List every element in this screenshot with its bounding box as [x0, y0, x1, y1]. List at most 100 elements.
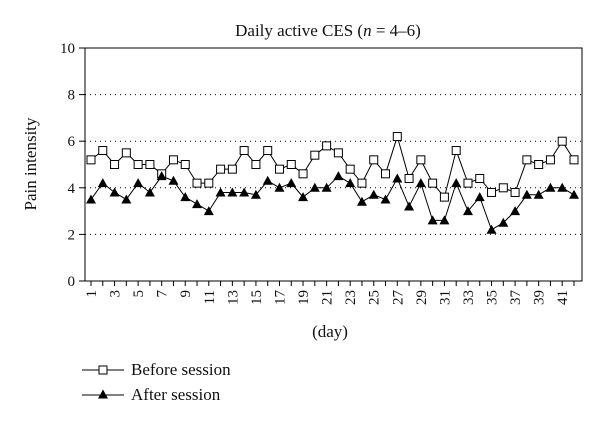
y-tick-label-0: 0: [68, 274, 76, 290]
point-after-session-day-36: [498, 217, 509, 227]
point-after-session-day-21: [321, 182, 332, 192]
y-tick-label-4: 4: [68, 181, 76, 197]
point-before-session-day-3: [110, 160, 120, 169]
x-tick-label-23: 23: [343, 290, 359, 305]
point-after-session-day-35: [486, 224, 497, 234]
point-after-session-day-8: [168, 175, 179, 185]
point-after-session-day-5: [133, 178, 144, 188]
point-after-session-day-16: [262, 175, 273, 185]
point-before-session-day-4: [121, 148, 131, 158]
point-before-session-day-40: [545, 155, 555, 165]
point-after-session-day-11: [203, 206, 214, 216]
point-before-session-day-1: [86, 155, 96, 165]
legend-label-before: Before session: [131, 360, 231, 379]
x-tick-label-17: 17: [272, 290, 288, 306]
x-tick-label-33: 33: [461, 290, 477, 305]
x-tick-label-35: 35: [485, 290, 501, 305]
point-before-session-day-36: [498, 183, 508, 193]
x-tick-label-3: 3: [108, 290, 124, 298]
point-before-session-day-19: [298, 169, 308, 179]
point-before-session-day-29: [416, 155, 426, 165]
point-after-session-day-10: [192, 199, 203, 209]
point-after-session-day-29: [415, 178, 426, 188]
y-tick-label-10: 10: [60, 41, 75, 57]
point-before-session-day-23: [345, 164, 355, 174]
point-after-session-day-41: [557, 182, 568, 192]
point-after-session-day-32: [451, 178, 462, 188]
point-before-session-day-33: [463, 178, 473, 188]
legend-entry-after-session: After session: [82, 385, 221, 404]
x-axis-label: (day): [312, 322, 348, 341]
chart-title: Daily active CES (n = 4–6): [235, 21, 421, 40]
point-after-session-day-33: [462, 206, 473, 216]
point-before-session-day-20: [310, 150, 320, 160]
x-tick-label-11: 11: [202, 290, 218, 304]
x-tick-label-15: 15: [249, 290, 265, 305]
point-before-session-day-28: [404, 173, 414, 183]
point-before-session-day-25: [369, 155, 379, 165]
x-tick-label-27: 27: [390, 290, 406, 306]
x-tick-label-37: 37: [508, 290, 524, 306]
legend-entry-before-session: Before session: [82, 360, 231, 379]
x-tick-label-13: 13: [225, 290, 241, 305]
point-after-session-day-19: [298, 192, 309, 202]
x-tick-label-9: 9: [178, 290, 194, 298]
point-after-session-day-42: [569, 189, 579, 199]
point-before-session-day-42: [569, 155, 579, 165]
grid-lines: [85, 94, 582, 235]
x-tick-label-31: 31: [437, 290, 453, 305]
point-after-session-day-24: [356, 196, 367, 206]
point-after-session-day-20: [309, 182, 320, 192]
point-after-session-day-12: [215, 187, 226, 197]
point-after-session-day-31: [439, 215, 450, 225]
point-before-session-day-41: [557, 136, 567, 146]
point-before-session-day-30: [428, 178, 438, 188]
y-axis-label: Pain intensity: [21, 117, 40, 211]
point-after-session-day-23: [345, 178, 356, 188]
point-after-session-day-4: [121, 194, 132, 204]
point-after-session-day-34: [474, 192, 485, 202]
point-after-session-day-3: [109, 187, 120, 197]
x-tick-label-29: 29: [414, 290, 430, 305]
point-after-session-day-13: [227, 187, 238, 197]
filled-triangle-marker-icon: [98, 389, 108, 399]
point-after-session-day-38: [521, 189, 532, 199]
point-before-session-day-31: [439, 192, 449, 202]
point-after-session-day-7: [156, 171, 167, 181]
point-before-session-day-37: [510, 187, 520, 197]
point-before-session-day-10: [192, 178, 202, 188]
x-tick-label-41: 41: [555, 290, 571, 305]
x-tick-label-1: 1: [84, 290, 100, 298]
plot-frame: [84, 47, 583, 282]
point-before-session-day-11: [204, 178, 214, 188]
point-before-session-day-17: [274, 164, 284, 174]
point-after-session-day-18: [286, 178, 297, 188]
x-tick-label-7: 7: [155, 290, 171, 298]
point-after-session-day-37: [510, 206, 521, 216]
point-before-session-day-14: [239, 146, 249, 156]
point-before-session-day-16: [263, 146, 273, 156]
x-tick-label-25: 25: [367, 290, 383, 305]
point-before-session-day-26: [381, 169, 391, 179]
point-before-session-day-6: [145, 160, 155, 169]
point-before-session-day-24: [357, 178, 367, 188]
point-before-session-day-27: [392, 132, 402, 142]
point-after-session-day-15: [250, 189, 261, 199]
point-after-session-day-17: [274, 182, 285, 192]
y-tick-label-8: 8: [68, 88, 76, 104]
point-before-session-day-39: [534, 160, 544, 169]
x-tick-label-19: 19: [296, 290, 312, 305]
point-before-session-day-18: [286, 160, 296, 169]
point-after-session-day-6: [144, 187, 155, 197]
point-after-session-day-1: [86, 194, 96, 204]
point-after-session-day-2: [97, 178, 108, 188]
point-after-session-day-14: [239, 187, 250, 197]
point-after-session-day-22: [333, 171, 344, 181]
point-before-session-day-15: [251, 160, 261, 169]
point-before-session-day-9: [180, 160, 190, 169]
point-after-session-day-39: [533, 189, 544, 199]
point-before-session-day-8: [168, 155, 178, 165]
point-before-session-day-2: [98, 146, 108, 156]
